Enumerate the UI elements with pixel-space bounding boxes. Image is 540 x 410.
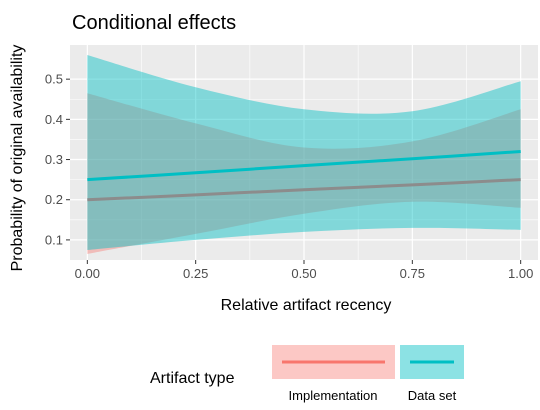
x-axis-ticks: 0.00 0.25 0.50 0.75 1.00 [75,260,533,281]
y-tick-label: 0.5 [45,72,63,87]
y-tick-label: 0.3 [45,152,63,167]
y-axis-title: Probability of original availability [9,45,26,272]
data-set-ribbon [87,55,521,250]
legend-title: Artifact type [150,370,235,387]
y-tick-label: 0.2 [45,192,63,207]
y-tick-label: 0.4 [45,112,63,127]
x-axis-title: Relative artifact recency [221,297,392,314]
implementation-legend-label: Implementation [289,388,378,403]
chart-title: Conditional effects [72,12,236,34]
y-tick-label: 0.1 [45,232,63,247]
implementation-line [87,178,521,202]
data-set-line [87,150,521,182]
x-tick-label: 0.50 [291,266,316,281]
legend: Artifact type Implementation Data set [150,345,464,403]
y-axis-ticks: 0.1 0.2 0.3 0.4 0.5 [45,72,70,247]
series-lines [87,150,521,202]
major-gridlines [70,45,538,260]
x-tick-label: 0.75 [400,266,425,281]
x-tick-label: 0.00 [75,266,100,281]
data-set-legend-label: Data set [408,388,457,403]
x-tick-label: 0.25 [183,266,208,281]
confidence-ribbons [87,55,521,254]
implementation-ribbon [87,93,521,254]
x-tick-label: 1.00 [508,266,533,281]
